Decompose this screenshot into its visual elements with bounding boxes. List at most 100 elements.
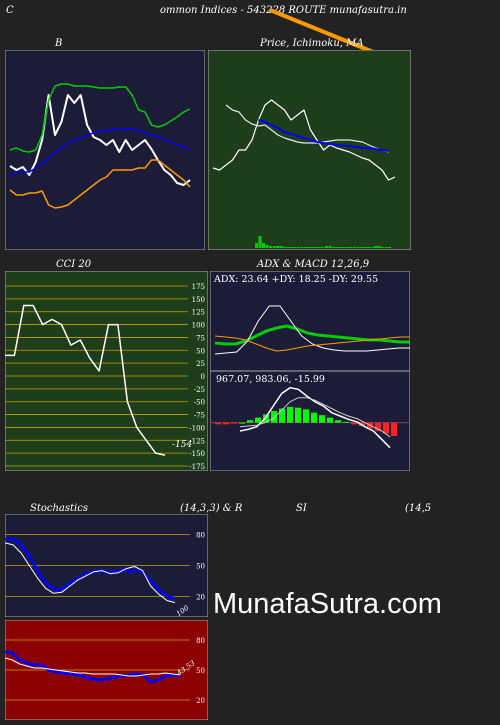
- cci-tick-label: -25: [194, 386, 205, 394]
- rsi-series-0: [5, 650, 181, 684]
- volume-bar: [356, 247, 360, 248]
- volume-bar: [325, 246, 328, 248]
- cci-tick-label: 75: [196, 334, 205, 342]
- volume-bar: [332, 247, 335, 248]
- adx-label: ADX & MACD 12,26,9: [257, 259, 370, 270]
- cci-tick-label: 50: [196, 347, 205, 355]
- volume-bar: [255, 243, 258, 248]
- macd-histogram-bar: [231, 422, 237, 424]
- macd-histogram-bar: [263, 414, 269, 423]
- macd-histogram-bar: [311, 412, 317, 423]
- volume-bar: [286, 247, 290, 248]
- cci-line: [5, 304, 166, 456]
- bollinger-series-0: [9, 94, 191, 186]
- volume-bar: [293, 247, 297, 248]
- header-left: C: [6, 5, 14, 16]
- cci-tick-label: 150: [192, 296, 205, 304]
- bollinger-series-2: [9, 128, 191, 177]
- watermark: MunafaSutra.com: [213, 588, 442, 620]
- volume-bar: [304, 247, 307, 248]
- price-series-1: [225, 104, 389, 153]
- volume-bar: [381, 247, 384, 248]
- macd-histogram-bar: [351, 422, 357, 425]
- volume-bar: [370, 247, 374, 248]
- bollinger-series-3: [9, 159, 191, 209]
- rsi-tick-label: 80: [196, 637, 205, 645]
- volume-bar: [265, 245, 269, 248]
- volume-bar: [262, 243, 265, 248]
- stoch-series-0: [5, 537, 176, 600]
- macd-histogram-bar: [271, 411, 277, 423]
- volume-bar: [328, 246, 332, 248]
- volume-bar: [353, 247, 356, 248]
- macd-histogram-bar: [383, 422, 389, 434]
- macd-values: 967.07, 983.06, -15.99: [216, 374, 325, 385]
- adx-chart: [210, 271, 410, 371]
- macd-histogram-bar: [223, 422, 229, 425]
- price-chart: [208, 50, 411, 250]
- volume-bar: [283, 247, 286, 248]
- volume-bar: [318, 247, 321, 248]
- volume-bar: [300, 247, 304, 248]
- bollinger-label: B: [55, 38, 63, 49]
- bollinger-series-1: [9, 83, 191, 153]
- volume-bar: [314, 247, 318, 248]
- macd-line: [239, 386, 391, 449]
- volume-bar: [279, 246, 283, 248]
- volume-bar: [297, 247, 300, 248]
- volume-bar: [377, 246, 381, 248]
- cci-tick-label: -50: [194, 399, 205, 407]
- price-series-0: [212, 99, 396, 181]
- macd-histogram-bar: [343, 421, 349, 423]
- volume-bar: [388, 247, 391, 248]
- macd-histogram-bar: [335, 420, 341, 423]
- cci-tick-label: 25: [196, 360, 205, 368]
- stoch-tick-label: 50: [196, 563, 205, 571]
- volume-bar: [360, 247, 363, 248]
- macd-histogram-bar: [303, 409, 309, 423]
- stoch-tick-label: 20: [196, 593, 205, 601]
- rsi-tick-label: 50: [196, 667, 205, 675]
- volume-bar: [349, 247, 353, 248]
- macd-chart: [210, 371, 410, 471]
- signal-line: [239, 397, 391, 438]
- macd-histogram-bar: [391, 422, 397, 436]
- macd-histogram-bar: [239, 422, 245, 424]
- cci-tick-label: 100: [192, 322, 205, 330]
- cci-tick-label: -150: [189, 450, 205, 458]
- cci-tick-label: -175: [189, 463, 205, 471]
- cci-label: CCI 20: [56, 259, 92, 270]
- cci-tick-label: 0: [201, 373, 205, 381]
- cci-tick-label: 175: [192, 283, 205, 291]
- volume-bar: [276, 246, 279, 248]
- volume-bar: [258, 236, 262, 248]
- volume-bar: [290, 247, 293, 248]
- volume-bar: [307, 247, 311, 248]
- price-series-2: [258, 119, 389, 152]
- stoch-tick-label: 80: [196, 532, 205, 540]
- macd-histogram-bar: [295, 407, 301, 423]
- adx-values: ADX: 23.64 +DY: 18.25 -DY: 29.55: [214, 274, 379, 285]
- volume-bar: [269, 246, 272, 248]
- volume-bar: [363, 247, 367, 248]
- stoch-series-1: [5, 542, 176, 604]
- rsi-series-1: [5, 657, 181, 677]
- macd-histogram-bar: [327, 417, 333, 423]
- rsi-params: (14,5: [405, 503, 432, 514]
- macd-histogram-bar: [375, 422, 381, 431]
- macd-histogram-bar: [287, 406, 293, 423]
- volume-bar: [335, 247, 339, 248]
- cci-last-value: -154: [172, 440, 193, 450]
- rsi-chart: 80 50 20: [5, 620, 208, 720]
- stoch-label: Stochastics: [30, 503, 88, 514]
- adx-series-2: [214, 335, 410, 352]
- stoch-params: (14,3,3) & R: [180, 503, 243, 514]
- macd-histogram-bar: [279, 408, 285, 423]
- macd-histogram-bar: [255, 417, 261, 423]
- volume-bar: [311, 247, 314, 248]
- macd-histogram-bar: [319, 415, 325, 423]
- volume-bar: [321, 247, 325, 248]
- rsi-tick-label: 20: [196, 697, 205, 705]
- rsi-label: SI: [296, 503, 307, 514]
- bollinger-chart: [5, 50, 205, 250]
